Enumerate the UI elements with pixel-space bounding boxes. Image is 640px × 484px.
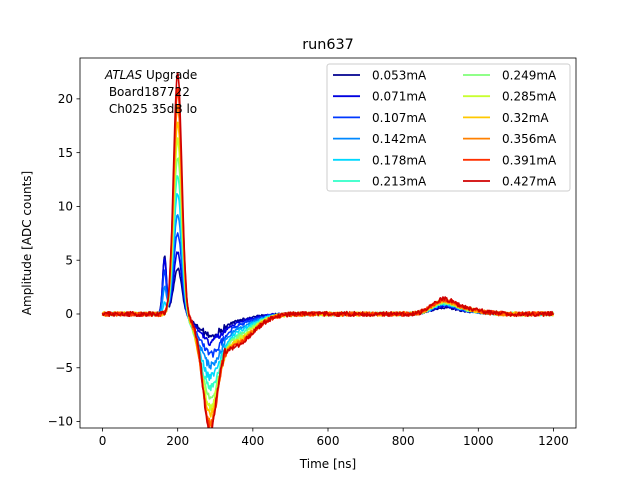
x-tick-label: 400: [241, 434, 264, 448]
legend-label: 0.249mA: [502, 69, 557, 83]
x-tick-label: 800: [392, 434, 415, 448]
annotation-atlas: ATLAS: [104, 68, 143, 82]
plot-area: [101, 72, 555, 428]
x-tick-label: 600: [317, 434, 340, 448]
legend-label: 0.391mA: [502, 153, 557, 167]
legend-label: 0.427mA: [502, 175, 557, 189]
atlas-annotation: ATLAS Upgrade Board187722 Ch025 35dB lo: [104, 68, 197, 116]
series-layer: [101, 72, 555, 428]
x-axis-label: Time [ns]: [299, 457, 356, 471]
legend-label: 0.107mA: [372, 111, 427, 125]
y-tick-label: 5: [65, 253, 73, 267]
legend: 0.053mA 0.071mA 0.107mA 0.142mA 0.178mA 0.213…: [326, 63, 571, 192]
legend-label: 0.285mA: [502, 90, 557, 104]
legend-label: 0.053mA: [372, 69, 427, 83]
legend-box: [326, 63, 571, 192]
legend-label: 0.178mA: [372, 153, 427, 167]
y-tick-label: 10: [58, 200, 73, 214]
y-tick-label: 0: [65, 307, 73, 321]
axes: 0 200 400 600 800 1000 1200 −10 −5 0 5 10 15 20: [48, 57, 577, 448]
y-axis-label: Amplitude [ADC counts]: [20, 171, 34, 315]
y-tick-label: 15: [58, 146, 73, 160]
annotation-board: Board187722: [105, 85, 190, 99]
legend-label: 0.32mA: [502, 111, 549, 125]
chart-title: run637: [302, 37, 354, 53]
x-tick-label: 1200: [538, 434, 569, 448]
y-tick-label: −5: [55, 361, 73, 375]
legend-label: 0.071mA: [372, 90, 427, 104]
series-line-0.427mA: [101, 72, 554, 428]
legend-label: 0.213mA: [372, 175, 427, 189]
annotation-line-1: ATLAS Upgrade: [104, 68, 197, 82]
y-tick-label: 20: [58, 92, 73, 106]
annotation-channel: Ch025 35dB lo: [105, 102, 197, 116]
x-tick-label: 0: [99, 434, 107, 448]
legend-label: 0.356mA: [502, 132, 557, 146]
annotation-upgrade: Upgrade: [142, 68, 197, 82]
x-tick-label: 200: [166, 434, 189, 448]
x-tick-label: 1000: [463, 434, 494, 448]
legend-label: 0.142mA: [372, 132, 427, 146]
y-tick-label: −10: [48, 415, 73, 429]
